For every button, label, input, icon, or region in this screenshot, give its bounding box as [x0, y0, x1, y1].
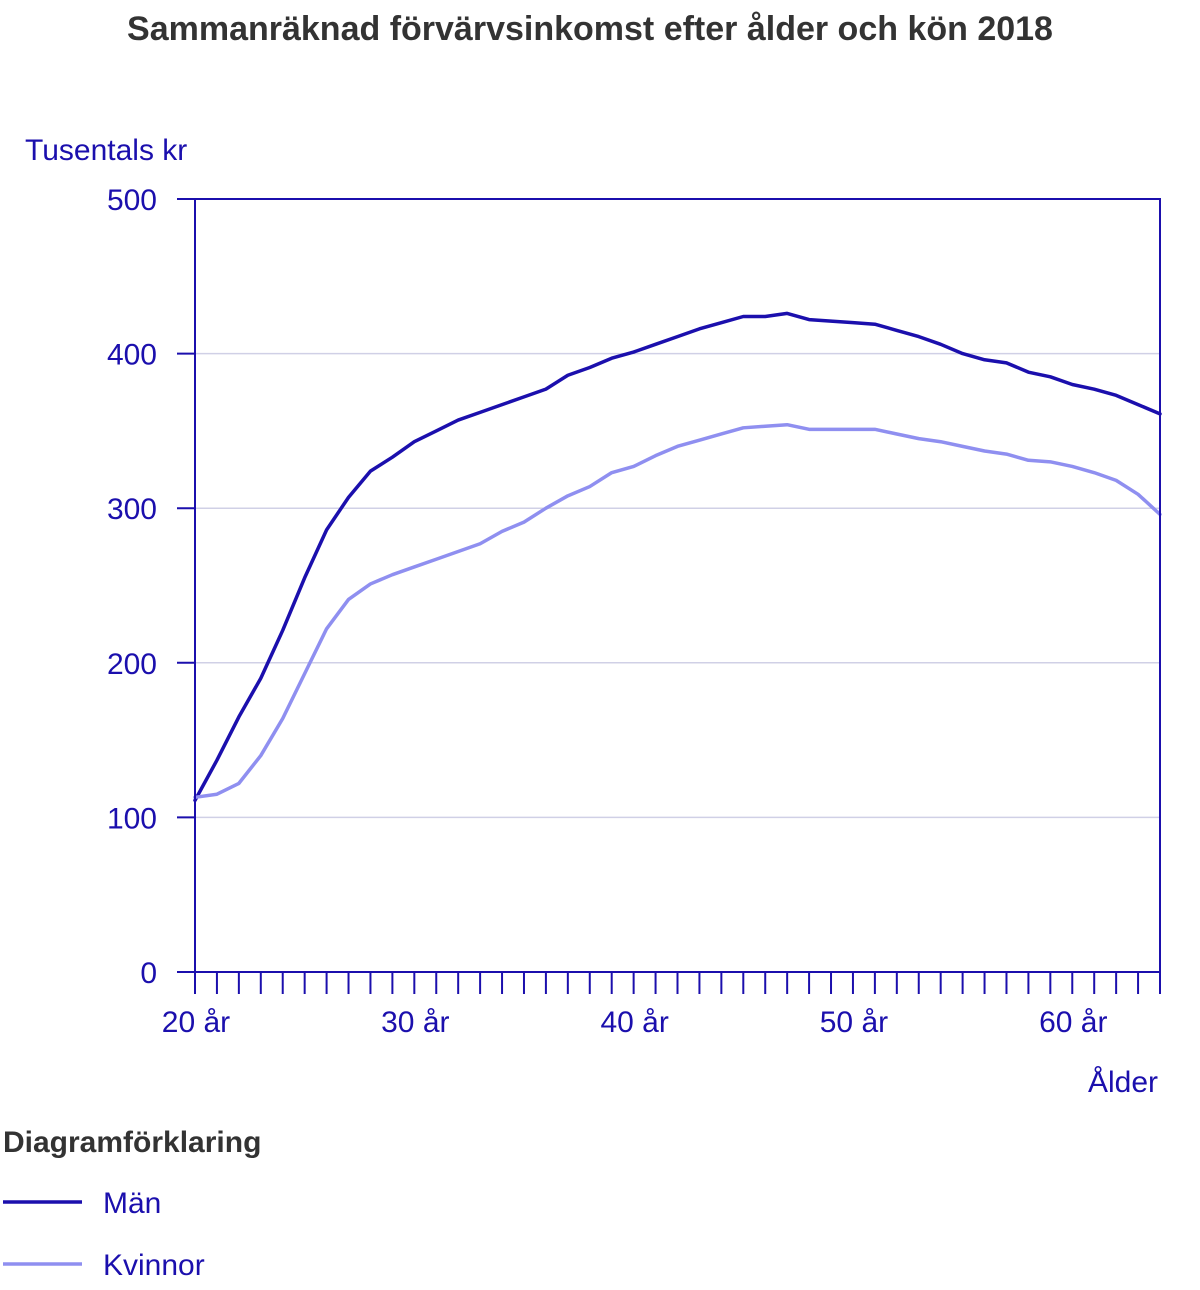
gridlines — [195, 352, 1160, 819]
y-tick-label-500: 500 — [107, 184, 157, 217]
x-tick-labels: 20 år 30 år 40 år 50 år 60 år — [162, 1006, 1108, 1039]
legend-items: Män Kvinnor — [3, 1187, 205, 1282]
legend-label-1: Män — [103, 1187, 161, 1220]
axis-ticks — [177, 198, 1161, 994]
plot-frame — [194, 198, 1161, 973]
x-axis-label: Ålder — [1088, 1066, 1158, 1099]
legend-label-2: Kvinnor — [103, 1249, 205, 1282]
y-tick-label-400: 400 — [107, 339, 157, 372]
y-tick-label-200: 200 — [107, 648, 157, 681]
series-line-2 — [193, 422, 1162, 800]
y-axis-label: Tusentals kr — [25, 134, 187, 167]
y-tick-label-0: 0 — [140, 957, 157, 990]
y-tick-label-100: 100 — [107, 802, 157, 835]
x-tick-label-30: 30 år — [381, 1006, 449, 1039]
series-lines — [193, 311, 1162, 803]
x-tick-label-40: 40 år — [600, 1006, 668, 1039]
x-tick-label-50: 50 år — [820, 1006, 888, 1039]
legend: Diagramförklaring Män Kvinnor — [3, 1126, 261, 1282]
x-tick-label-60: 60 år — [1039, 1006, 1107, 1039]
chart-title: Sammanräknad förvärvsinkomst efter ålder… — [127, 10, 1053, 48]
y-tick-label-300: 300 — [107, 493, 157, 526]
legend-title: Diagramförklaring — [3, 1126, 261, 1159]
y-tick-labels: 0 100 200 300 400 500 — [107, 184, 157, 990]
x-tick-label-20: 20 år — [162, 1006, 230, 1039]
series-line-1 — [193, 311, 1162, 803]
